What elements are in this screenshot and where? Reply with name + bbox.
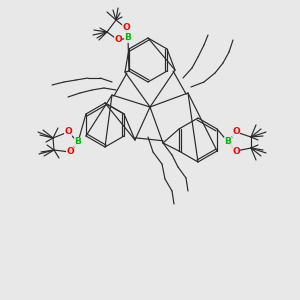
Text: B: B <box>75 137 81 146</box>
Text: O: O <box>122 23 130 32</box>
Text: O: O <box>66 148 74 157</box>
Text: O: O <box>232 128 240 136</box>
Text: O: O <box>64 128 72 136</box>
Text: O: O <box>114 35 122 44</box>
Text: B: B <box>124 34 131 43</box>
Text: O: O <box>232 146 240 155</box>
Text: B: B <box>225 137 231 146</box>
